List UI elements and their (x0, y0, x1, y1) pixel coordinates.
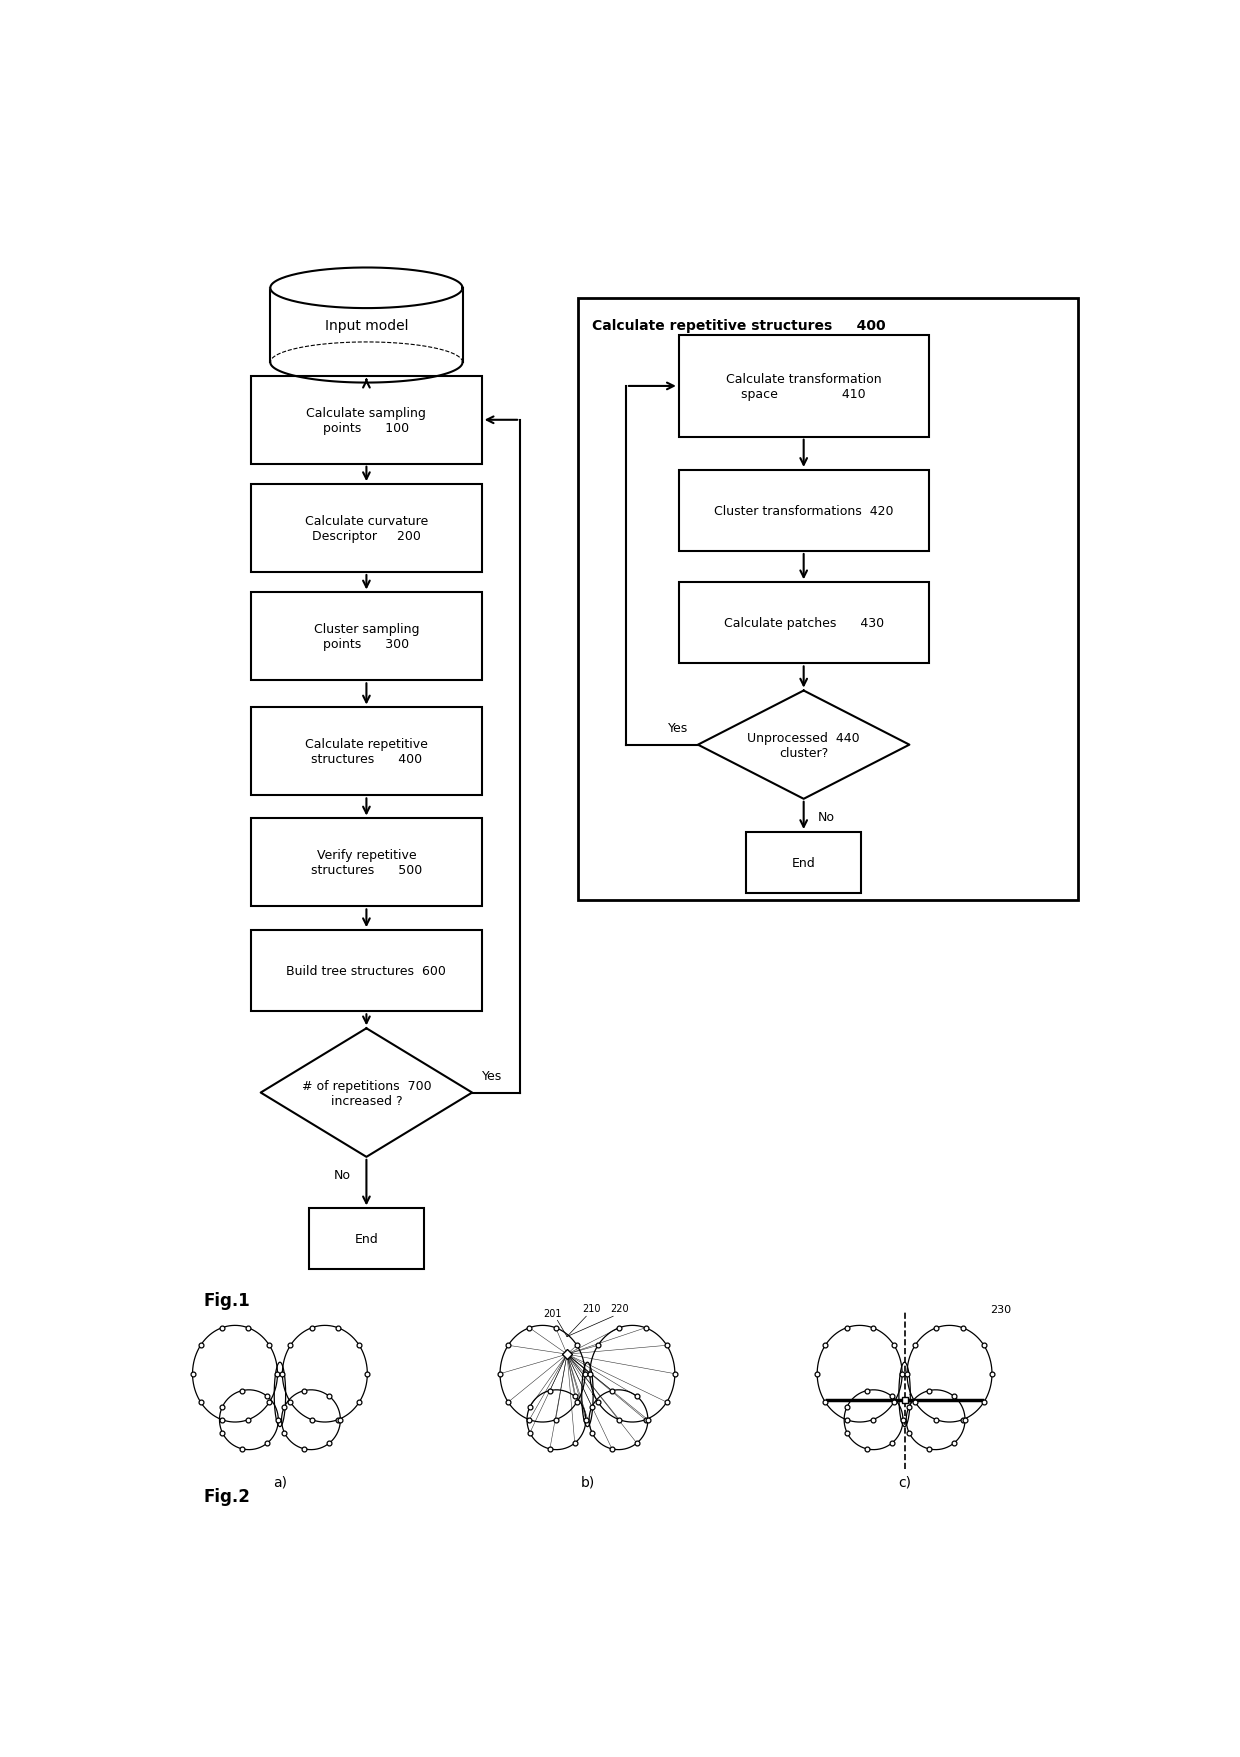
Text: Unprocessed  440
cluster?: Unprocessed 440 cluster? (748, 731, 861, 759)
Bar (678, 336, 929, 437)
Polygon shape (698, 691, 909, 799)
Bar (678, 471, 929, 552)
Text: c): c) (898, 1476, 911, 1490)
Bar (250, 485, 481, 573)
Bar (678, 583, 929, 664)
Text: b): b) (580, 1476, 594, 1490)
Text: a): a) (273, 1476, 286, 1490)
Bar (250, 594, 481, 682)
Text: Cluster sampling
points      300: Cluster sampling points 300 (314, 624, 419, 652)
Text: 201: 201 (543, 1309, 562, 1318)
Text: No: No (818, 810, 835, 824)
Text: Calculate curvature
Descriptor     200: Calculate curvature Descriptor 200 (305, 515, 428, 543)
Text: End: End (792, 856, 816, 870)
Bar (746, 833, 862, 893)
Text: Fig.2: Fig.2 (203, 1486, 250, 1506)
Polygon shape (270, 269, 463, 309)
Text: Yes: Yes (668, 722, 688, 734)
Bar (250, 819, 481, 907)
Text: Input model: Input model (325, 318, 408, 332)
Text: Fig.1: Fig.1 (203, 1291, 249, 1309)
Text: 230: 230 (991, 1304, 1012, 1314)
Text: 220: 220 (610, 1304, 629, 1312)
Text: Yes: Yes (481, 1068, 502, 1082)
Text: # of repetitions  700
increased ?: # of repetitions 700 increased ? (301, 1079, 432, 1107)
Text: Cluster transformations  420: Cluster transformations 420 (714, 504, 894, 518)
Text: Verify repetitive
structures      500: Verify repetitive structures 500 (311, 849, 422, 877)
Text: Calculate transformation
space                410: Calculate transformation space 410 (725, 372, 882, 401)
Bar (250, 376, 481, 464)
Text: Build tree structures  600: Build tree structures 600 (286, 965, 446, 977)
Text: Calculate patches      430: Calculate patches 430 (724, 617, 884, 631)
Text: 210: 210 (582, 1304, 600, 1312)
Bar (309, 1209, 424, 1270)
Text: Calculate sampling
points      100: Calculate sampling points 100 (306, 406, 427, 434)
Bar (578, 299, 1078, 901)
Bar (250, 931, 481, 1012)
Text: Calculate repetitive structures     400: Calculate repetitive structures 400 (593, 320, 885, 334)
Bar (250, 708, 481, 796)
Polygon shape (260, 1028, 472, 1158)
Text: Calculate repetitive
structures      400: Calculate repetitive structures 400 (305, 738, 428, 766)
Polygon shape (270, 288, 463, 364)
Text: No: No (334, 1168, 351, 1181)
Text: End: End (355, 1233, 378, 1246)
